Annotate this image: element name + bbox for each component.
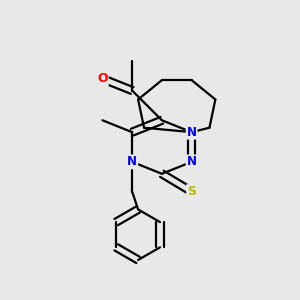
Text: S: S [187, 185, 196, 198]
Text: N: N [187, 155, 196, 168]
Text: N: N [187, 126, 196, 139]
Text: O: O [97, 72, 108, 85]
Text: N: N [127, 155, 137, 168]
